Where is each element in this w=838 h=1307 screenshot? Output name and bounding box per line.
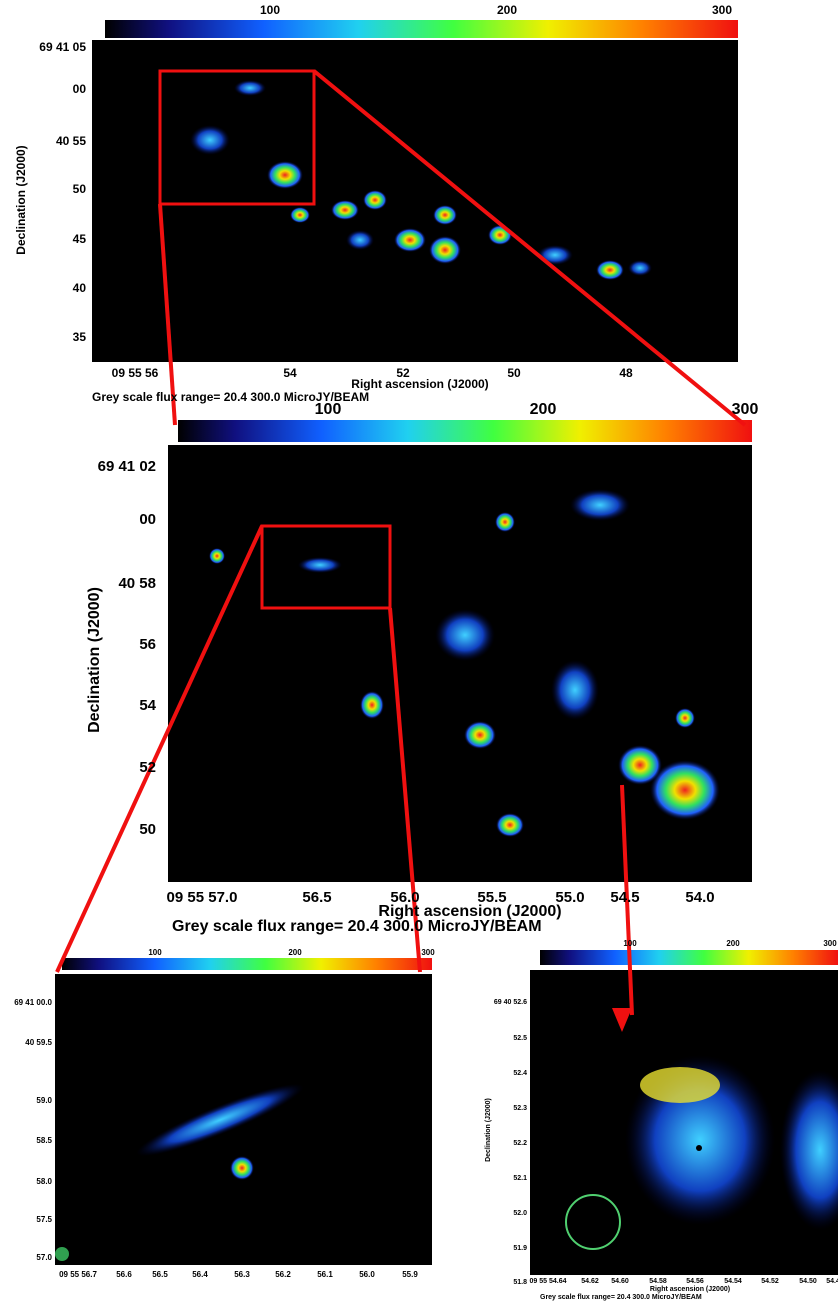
image (168, 445, 752, 882)
y-tick-label: 50 (73, 182, 87, 196)
x-tick-label: 54.0 (685, 889, 714, 906)
image (92, 40, 738, 362)
colorbar-label: 300 (823, 939, 837, 948)
colorbar-label: 100 (260, 3, 280, 17)
x-tick-label: 54.62 (581, 1278, 599, 1285)
x-tick-label: 56.5 (152, 1270, 168, 1279)
colorbar-label: 200 (530, 401, 557, 418)
x-tick-label: 09 55 56 (112, 366, 159, 380)
colorbar-label: 200 (497, 3, 517, 17)
y-tick-label: 69 41 05 (39, 40, 86, 54)
y-tick-label: 52.1 (513, 1175, 527, 1182)
figure: 100 200 300 69 41 05 00 40 55 50 45 40 35 09 55 56… (0, 0, 838, 1302)
colorbar-label: 300 (712, 3, 732, 17)
x-tick-label: 54.60 (611, 1278, 629, 1285)
y-tick-label: 40 59.5 (25, 1038, 52, 1047)
colorbar (540, 950, 838, 965)
x-tick-label: 56.5 (302, 889, 331, 906)
colorbar (105, 20, 738, 38)
x-tick-label: 54.54 (724, 1278, 742, 1285)
y-tick-label: 50 (139, 821, 156, 838)
y-tick-label: 40 55 (56, 134, 86, 148)
x-tick-label: 48 (619, 366, 633, 380)
y-tick-label: 35 (73, 330, 87, 344)
x-tick-label: 54.56 (686, 1278, 704, 1285)
colorbar-label: 300 (732, 401, 759, 418)
y-tick-label: 51.9 (513, 1245, 527, 1252)
x-tick-label: 56.4 (192, 1270, 208, 1279)
y-tick-label: 57.5 (36, 1215, 52, 1224)
caption: Grey scale flux range= 20.4 300.0 MicroJ… (540, 1294, 702, 1301)
y-tick-label: 69 41 02 (98, 458, 156, 475)
y-tick-label: 45 (73, 232, 87, 246)
colorbar-label: 300 (421, 948, 435, 957)
colorbar (62, 958, 432, 970)
x-tick-label: 56.6 (116, 1270, 132, 1279)
y-tick-label: 40 58 (118, 575, 156, 592)
y-axis-title: Declination (J2000) (14, 145, 28, 254)
x-tick-label: 55.9 (402, 1270, 418, 1279)
x-axis-title: Right ascension (J2000) (351, 377, 488, 391)
x-tick-label: 54.48 (826, 1278, 838, 1285)
y-tick-label: 56 (139, 636, 156, 653)
x-tick-label: 09 55 54.64 (530, 1278, 567, 1285)
colorbar-label: 100 (148, 948, 162, 957)
colorbar-label: 200 (288, 948, 302, 957)
y-tick-label: 52 (139, 759, 156, 776)
y-axis-title: Declination (J2000) (86, 587, 103, 733)
x-tick-label: 54.58 (649, 1278, 667, 1285)
y-tick-label: 51.8 (513, 1279, 527, 1286)
y-tick-label: 69 40 52.6 (494, 999, 527, 1006)
y-axis-title: Declination (J2000) (485, 1098, 492, 1162)
x-tick-label: 09 55 56.7 (59, 1270, 97, 1279)
colorbar-label: 100 (623, 939, 637, 948)
y-tick-label: 52.3 (513, 1105, 527, 1112)
page: {"panels": [ {"colorbar_labels": ["100",… (0, 0, 838, 1302)
x-tick-label: 56.3 (234, 1270, 250, 1279)
colorbar-label: 100 (315, 401, 342, 418)
y-tick-label: 00 (73, 82, 87, 96)
y-tick-label: 69 41 00.0 (14, 998, 52, 1007)
x-axis-title: Right ascension (J2000) (650, 1286, 730, 1293)
y-tick-label: 52.5 (513, 1035, 527, 1042)
y-tick-label: 54 (139, 697, 156, 714)
y-tick-label: 57.0 (36, 1253, 52, 1262)
y-tick-label: 58.5 (36, 1136, 52, 1145)
x-tick-label: 54.52 (761, 1278, 779, 1285)
x-tick-label: 50 (507, 366, 521, 380)
colorbar-label: 200 (726, 939, 740, 948)
x-tick-label: 09 55 57.0 (167, 889, 238, 906)
y-tick-label: 58.0 (36, 1177, 52, 1186)
x-tick-label: 54.50 (799, 1278, 817, 1285)
x-tick-label: 56.2 (275, 1270, 291, 1279)
y-tick-label: 52.0 (513, 1210, 527, 1217)
y-tick-label: 52.4 (513, 1070, 527, 1077)
x-tick-label: 54 (283, 366, 297, 380)
y-tick-label: 40 (73, 281, 87, 295)
y-tick-label: 59.0 (36, 1096, 52, 1105)
caption: Grey scale flux range= 20.4 300.0 MicroJ… (172, 918, 542, 935)
colorbar (178, 420, 752, 442)
y-tick-label: 52.2 (513, 1140, 527, 1147)
x-tick-label: 56.1 (317, 1270, 333, 1279)
y-tick-label: 00 (139, 511, 156, 528)
x-tick-label: 56.0 (359, 1270, 375, 1279)
x-tick-label: 54.5 (610, 889, 639, 906)
